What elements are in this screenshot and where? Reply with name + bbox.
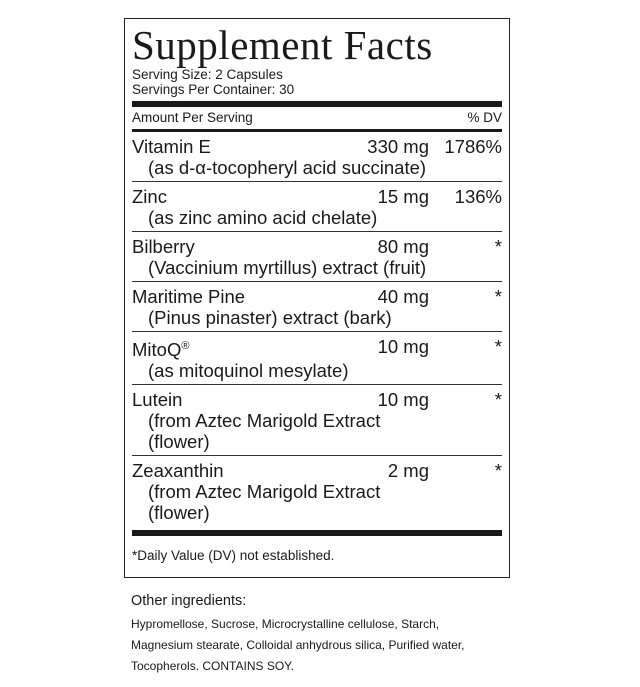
header-dv: % DV	[467, 110, 502, 125]
nutrient-name-text: Zinc	[132, 186, 167, 207]
nutrient-name-text: Zeaxanthin	[132, 460, 224, 482]
nutrient-source: (as mitoquinol mesylate)	[148, 360, 349, 382]
divider-medium	[132, 129, 502, 132]
nutrient-source: (from Aztec Marigold Extract	[148, 481, 381, 503]
footnote: *Daily Value (DV) not established.	[132, 548, 335, 564]
divider-thick	[132, 101, 502, 107]
nutrient-name: MitoQ®	[132, 336, 319, 360]
nutrient-amount: 80 mg	[377, 236, 429, 257]
nutrient-name: Maritime Pine	[132, 286, 319, 307]
nutrient-row: Bilberry 80 mg * (Vaccinium myrtillus) extr…	[132, 232, 502, 282]
nutrient-name-text: Vitamin E	[132, 136, 211, 157]
nutrient-row: Vitamin E 330 mg 1786% (as d-α-tocopheryl a…	[132, 132, 502, 182]
nutrient-row: MitoQ® 10 mg * (as mitoquinol mesylate)	[132, 332, 502, 386]
serving-size: Serving Size: 2 Capsules	[132, 67, 283, 82]
nutrient-row: Maritime Pine 40 mg * (Pinus pinaster) extr…	[132, 282, 502, 332]
nutrient-name-text: Bilberry	[132, 236, 195, 257]
nutrient-dv: *	[494, 460, 502, 482]
nutrient-dv: *	[494, 336, 502, 357]
nutrient-source: (flower)	[148, 502, 210, 524]
nutrient-dv: *	[494, 236, 502, 257]
other-ingredients-line: Hypromellose, Sucrose, Microcrystalline …	[131, 617, 440, 631]
nutrient-row: Zeaxanthin 2 mg * (from Aztec Marigold Extr…	[132, 456, 502, 526]
servings-per-container: Servings Per Container: 30	[132, 82, 295, 97]
nutrient-dv: *	[494, 286, 502, 307]
header-amount: Amount Per Serving	[132, 110, 253, 125]
nutrient-name-text: Lutein	[132, 389, 183, 411]
nutrient-source: (as d-α-tocopheryl acid succinate)	[148, 157, 427, 178]
panel-title: Supplement Facts	[132, 22, 433, 68]
nutrient-amount: 10 mg	[377, 389, 429, 411]
nutrient-name-text: MitoQ	[132, 339, 182, 361]
nutrient-source: (from Aztec Marigold Extract	[148, 410, 381, 432]
nutrient-dv: 1786%	[444, 136, 502, 157]
nutrient-name: Bilberry	[132, 236, 319, 257]
nutrient-amount: 10 mg	[377, 336, 429, 357]
nutrient-amount: 40 mg	[377, 286, 429, 307]
nutrient-amount: 2 mg	[387, 460, 429, 482]
nutrient-name: Zinc	[132, 186, 319, 207]
other-ingredients-heading: Other ingredients:	[131, 593, 247, 609]
nutrient-source: (as zinc amino acid chelate)	[148, 207, 378, 228]
nutrient-source: (flower)	[148, 431, 210, 453]
nutrient-amount: 330 mg	[367, 136, 429, 157]
divider-thick-bottom	[132, 530, 502, 537]
nutrient-amount: 15 mg	[377, 186, 429, 207]
nutrient-name: Lutein	[132, 389, 319, 410]
other-ingredients-line: Magnesium stearate, Colloidal anhydrous …	[131, 638, 465, 652]
registered-mark: ®	[181, 340, 190, 352]
other-ingredients: Other ingredients: Hypromellose, Sucrose…	[131, 592, 631, 677]
nutrient-source: (Vaccinium myrtillus) extract (fruit)	[148, 257, 427, 278]
nutrient-dv: 136%	[454, 186, 502, 207]
nutrient-name-text: Maritime Pine	[132, 286, 246, 307]
nutrient-row: Lutein 10 mg * (from Aztec Marigold Extract…	[132, 385, 502, 457]
supplement-facts-panel: Supplement Facts Serving Size: 2 Capsule…	[124, 18, 510, 578]
nutrient-row: Zinc 15 mg 136% (as zinc amino acid chelate…	[132, 182, 502, 232]
nutrient-name: Vitamin E	[132, 136, 319, 157]
nutrient-dv: *	[494, 389, 502, 411]
nutrient-list: Vitamin E 330 mg 1786% (as d-α-tocopheryl a…	[132, 132, 502, 526]
nutrient-source: (Pinus pinaster) extract (bark)	[148, 307, 392, 328]
other-ingredients-line: Tocopherols. CONTAINS SOY.	[131, 659, 294, 673]
nutrient-name: Zeaxanthin	[132, 460, 319, 481]
column-header: Amount Per Serving % DV	[132, 107, 502, 129]
